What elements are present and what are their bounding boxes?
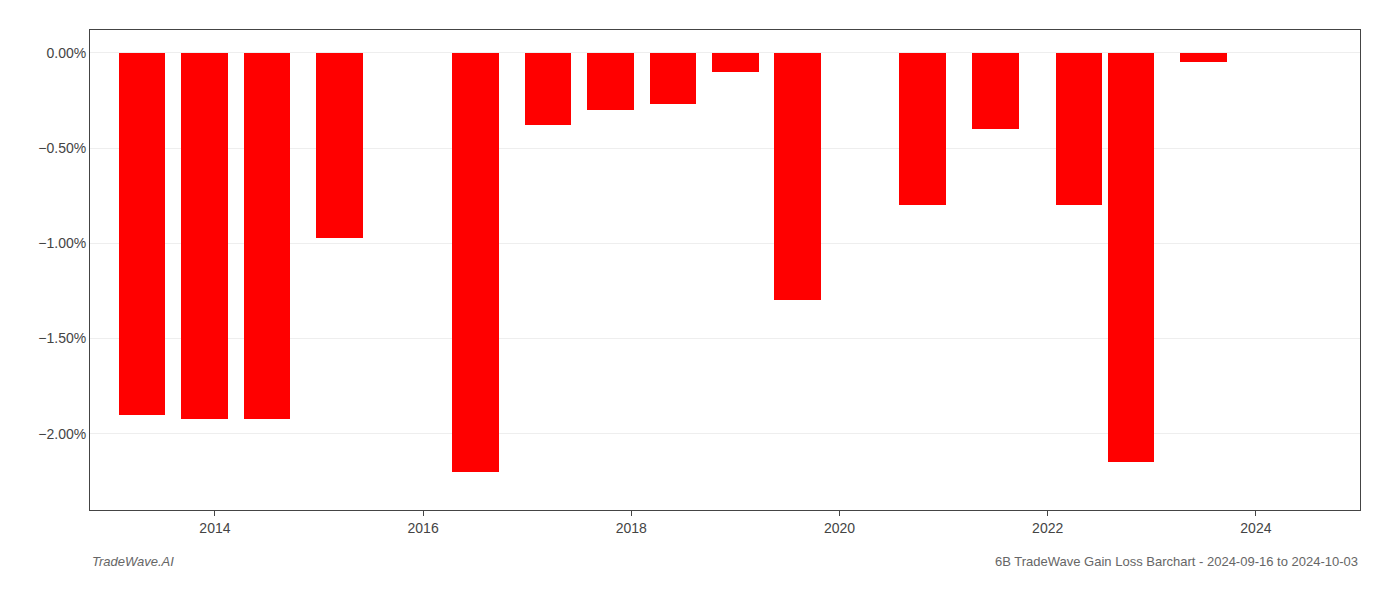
svg-text:2014: 2014 <box>199 520 230 536</box>
svg-text:−0.50%: −0.50% <box>38 140 86 156</box>
svg-text:2024: 2024 <box>1240 520 1271 536</box>
svg-text:−1.00%: −1.00% <box>38 235 86 251</box>
svg-text:−1.50%: −1.50% <box>38 330 86 346</box>
svg-text:2020: 2020 <box>824 520 855 536</box>
svg-text:0.00%: 0.00% <box>46 45 86 61</box>
svg-text:6B TradeWave Gain Loss Barchar: 6B TradeWave Gain Loss Barchart - 2024-0… <box>995 554 1358 569</box>
svg-text:2016: 2016 <box>408 520 439 536</box>
svg-text:−2.00%: −2.00% <box>38 426 86 442</box>
svg-text:2022: 2022 <box>1032 520 1063 536</box>
svg-text:2018: 2018 <box>616 520 647 536</box>
svg-text:TradeWave.AI: TradeWave.AI <box>92 554 174 569</box>
